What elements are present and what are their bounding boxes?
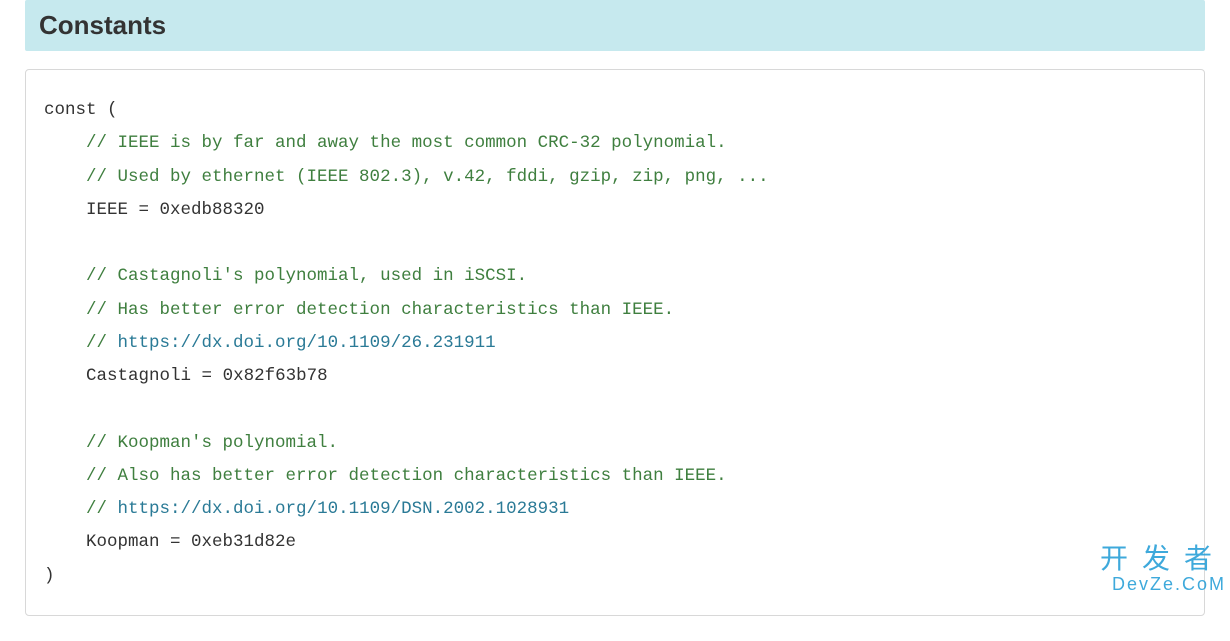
code-decl-name: Castagnoli: [86, 366, 191, 386]
code-decl-name: Koopman: [86, 532, 160, 552]
code-decl-value: 0xeb31d82e: [191, 532, 296, 552]
code-comment: // Also has better error detection chara…: [86, 466, 727, 486]
code-comment: // Used by ethernet (IEEE 802.3), v.42, …: [86, 167, 769, 187]
code-link[interactable]: https://dx.doi.org/10.1109/26.231911: [118, 333, 496, 353]
code-comment: //: [86, 333, 118, 353]
code-decl-value: 0xedb88320: [160, 200, 265, 220]
section-header: Constants: [25, 0, 1205, 51]
code-const-open: const (: [44, 100, 118, 120]
code-panel: const ( // IEEE is by far and away the m…: [25, 69, 1205, 616]
code-decl-name: IEEE: [86, 200, 128, 220]
code-comment: // Castagnoli's polynomial, used in iSCS…: [86, 266, 527, 286]
code-comment: // Has better error detection characteri…: [86, 300, 674, 320]
code-const-close: ): [44, 566, 55, 586]
code-link[interactable]: https://dx.doi.org/10.1109/DSN.2002.1028…: [118, 499, 570, 519]
code-comment: // Koopman's polynomial.: [86, 433, 338, 453]
code-decl-value: 0x82f63b78: [223, 366, 328, 386]
section-title: Constants: [39, 10, 1191, 41]
code-comment: // IEEE is by far and away the most comm…: [86, 133, 727, 153]
code-comment: //: [86, 499, 118, 519]
